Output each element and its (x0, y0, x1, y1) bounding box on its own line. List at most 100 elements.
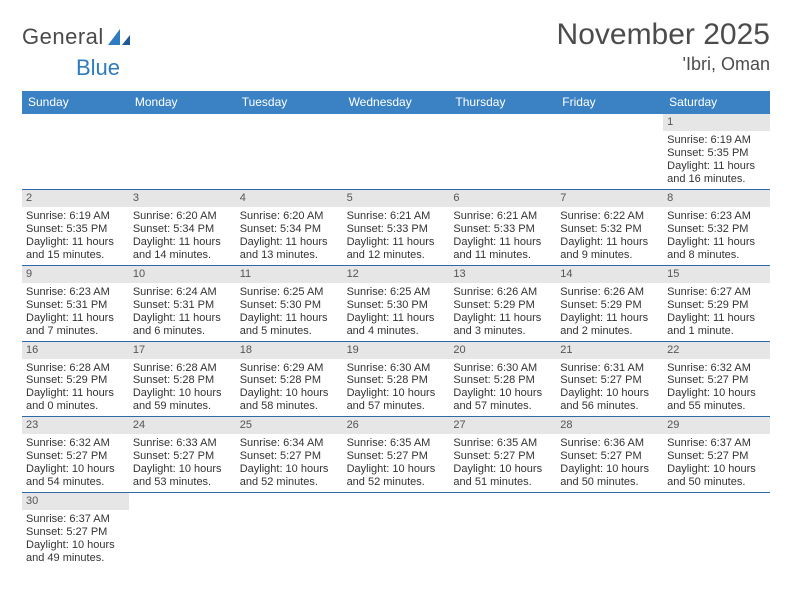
day-number: 3 (129, 190, 236, 207)
day-info: Sunrise: 6:23 AMSunset: 5:32 PMDaylight:… (667, 210, 766, 262)
day-number: 7 (556, 190, 663, 207)
day-cell: 11 Sunrise: 6:25 AMSunset: 5:30 PMDayligh… (236, 266, 343, 342)
day-cell: 21 Sunrise: 6:31 AMSunset: 5:27 PMDayligh… (556, 342, 663, 418)
logo-text-general: General (22, 24, 104, 50)
day-info: Sunrise: 6:21 AMSunset: 5:33 PMDaylight:… (347, 210, 446, 262)
day-number: 14 (556, 266, 663, 283)
day-info: Sunrise: 6:20 AMSunset: 5:34 PMDaylight:… (133, 210, 232, 262)
empty-cell (236, 493, 343, 568)
day-info: Sunrise: 6:26 AMSunset: 5:29 PMDaylight:… (560, 286, 659, 338)
day-info: Sunrise: 6:21 AMSunset: 5:33 PMDaylight:… (453, 210, 552, 262)
day-header: Wednesday (343, 91, 450, 114)
day-number: 30 (22, 493, 129, 510)
day-number: 5 (343, 190, 450, 207)
sail-icon (106, 27, 132, 47)
day-number: 29 (663, 417, 770, 434)
empty-cell (129, 114, 236, 190)
day-header: Sunday (22, 91, 129, 114)
day-info: Sunrise: 6:32 AMSunset: 5:27 PMDaylight:… (667, 362, 766, 414)
day-number: 10 (129, 266, 236, 283)
day-number: 25 (236, 417, 343, 434)
day-info: Sunrise: 6:37 AMSunset: 5:27 PMDaylight:… (26, 513, 125, 565)
day-cell: 20 Sunrise: 6:30 AMSunset: 5:28 PMDayligh… (449, 342, 556, 418)
day-number: 17 (129, 342, 236, 359)
day-info: Sunrise: 6:36 AMSunset: 5:27 PMDaylight:… (560, 437, 659, 489)
day-cell: 26 Sunrise: 6:35 AMSunset: 5:27 PMDayligh… (343, 417, 450, 493)
day-info: Sunrise: 6:30 AMSunset: 5:28 PMDaylight:… (347, 362, 446, 414)
day-info: Sunrise: 6:34 AMSunset: 5:27 PMDaylight:… (240, 437, 339, 489)
day-header: Tuesday (236, 91, 343, 114)
day-cell: 30 Sunrise: 6:37 AMSunset: 5:27 PMDayligh… (22, 493, 129, 568)
day-info: Sunrise: 6:35 AMSunset: 5:27 PMDaylight:… (347, 437, 446, 489)
day-header: Saturday (663, 91, 770, 114)
title-block: November 2025 'Ibri, Oman (557, 18, 770, 75)
day-number: 8 (663, 190, 770, 207)
day-info: Sunrise: 6:24 AMSunset: 5:31 PMDaylight:… (133, 286, 232, 338)
day-number: 11 (236, 266, 343, 283)
day-info: Sunrise: 6:19 AMSunset: 5:35 PMDaylight:… (667, 134, 766, 186)
day-cell: 4 Sunrise: 6:20 AMSunset: 5:34 PMDaylight… (236, 190, 343, 266)
day-cell: 7 Sunrise: 6:22 AMSunset: 5:32 PMDaylight… (556, 190, 663, 266)
day-info: Sunrise: 6:37 AMSunset: 5:27 PMDaylight:… (667, 437, 766, 489)
day-cell: 29 Sunrise: 6:37 AMSunset: 5:27 PMDayligh… (663, 417, 770, 493)
day-number: 2 (22, 190, 129, 207)
location-label: 'Ibri, Oman (557, 54, 770, 75)
day-cell: 16Sunrise: 6:28 AMSunset: 5:29 PMDayligh… (22, 342, 129, 418)
day-cell: 3 Sunrise: 6:20 AMSunset: 5:34 PMDaylight… (129, 190, 236, 266)
empty-cell (449, 114, 556, 190)
day-cell: 8 Sunrise: 6:23 AMSunset: 5:32 PMDaylight… (663, 190, 770, 266)
day-cell: 15Sunrise: 6:27 AMSunset: 5:29 PMDayligh… (663, 266, 770, 342)
empty-cell (236, 114, 343, 190)
day-number: 12 (343, 266, 450, 283)
day-number: 9 (22, 266, 129, 283)
day-number: 16 (22, 342, 129, 359)
day-number: 18 (236, 342, 343, 359)
day-header: Monday (129, 91, 236, 114)
empty-cell (556, 493, 663, 568)
day-info: Sunrise: 6:19 AMSunset: 5:35 PMDaylight:… (26, 210, 125, 262)
day-info: Sunrise: 6:28 AMSunset: 5:28 PMDaylight:… (133, 362, 232, 414)
day-header: Thursday (449, 91, 556, 114)
page-title: November 2025 (557, 18, 770, 52)
day-number: 4 (236, 190, 343, 207)
day-info: Sunrise: 6:30 AMSunset: 5:28 PMDaylight:… (453, 362, 552, 414)
empty-cell (22, 114, 129, 190)
day-info: Sunrise: 6:25 AMSunset: 5:30 PMDaylight:… (347, 286, 446, 338)
day-cell: 18Sunrise: 6:29 AMSunset: 5:28 PMDayligh… (236, 342, 343, 418)
day-info: Sunrise: 6:32 AMSunset: 5:27 PMDaylight:… (26, 437, 125, 489)
day-number: 19 (343, 342, 450, 359)
day-info: Sunrise: 6:31 AMSunset: 5:27 PMDaylight:… (560, 362, 659, 414)
day-number: 20 (449, 342, 556, 359)
empty-cell (343, 493, 450, 568)
empty-cell (343, 114, 450, 190)
empty-cell (449, 493, 556, 568)
day-number: 21 (556, 342, 663, 359)
day-number: 26 (343, 417, 450, 434)
day-cell: 19 Sunrise: 6:30 AMSunset: 5:28 PMDayligh… (343, 342, 450, 418)
day-cell: 23 Sunrise: 6:32 AMSunset: 5:27 PMDayligh… (22, 417, 129, 493)
day-info: Sunrise: 6:33 AMSunset: 5:27 PMDaylight:… (133, 437, 232, 489)
day-number: 27 (449, 417, 556, 434)
day-cell: 9Sunrise: 6:23 AMSunset: 5:31 PMDaylight… (22, 266, 129, 342)
day-info: Sunrise: 6:27 AMSunset: 5:29 PMDaylight:… (667, 286, 766, 338)
day-cell: 22 Sunrise: 6:32 AMSunset: 5:27 PMDayligh… (663, 342, 770, 418)
calendar-grid: SundayMondayTuesdayWednesdayThursdayFrid… (22, 91, 770, 568)
day-header: Friday (556, 91, 663, 114)
day-cell: 1 Sunrise: 6:19 AMSunset: 5:35 PMDaylight… (663, 114, 770, 190)
day-info: Sunrise: 6:20 AMSunset: 5:34 PMDaylight:… (240, 210, 339, 262)
day-number: 1 (663, 114, 770, 131)
day-number: 22 (663, 342, 770, 359)
empty-cell (556, 114, 663, 190)
day-cell: 10 Sunrise: 6:24 AMSunset: 5:31 PMDayligh… (129, 266, 236, 342)
day-cell: 6Sunrise: 6:21 AMSunset: 5:33 PMDaylight… (449, 190, 556, 266)
day-info: Sunrise: 6:26 AMSunset: 5:29 PMDaylight:… (453, 286, 552, 338)
day-number: 23 (22, 417, 129, 434)
day-info: Sunrise: 6:22 AMSunset: 5:32 PMDaylight:… (560, 210, 659, 262)
day-info: Sunrise: 6:25 AMSunset: 5:30 PMDaylight:… (240, 286, 339, 338)
day-cell: 25 Sunrise: 6:34 AMSunset: 5:27 PMDayligh… (236, 417, 343, 493)
day-info: Sunrise: 6:35 AMSunset: 5:27 PMDaylight:… (453, 437, 552, 489)
empty-cell (129, 493, 236, 568)
day-number: 24 (129, 417, 236, 434)
day-number: 13 (449, 266, 556, 283)
day-cell: 13 Sunrise: 6:26 AMSunset: 5:29 PMDayligh… (449, 266, 556, 342)
